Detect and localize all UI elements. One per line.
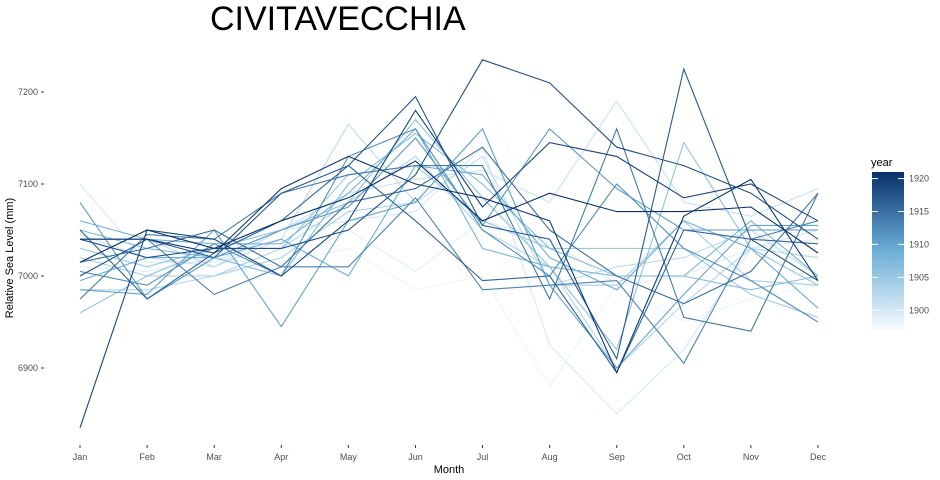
x-tick-label: Jul (477, 452, 489, 462)
x-tick-label: Mar (206, 452, 222, 462)
series-line-1898 (79, 238, 819, 388)
legend: year 1900 1905 1910 1915 1920 (871, 157, 929, 330)
legend-tick-label: 1920 (909, 174, 929, 184)
y-tick-label: 7100 (18, 179, 38, 189)
x-axis-title: Month (434, 464, 465, 476)
x-tick-label: Sep (609, 452, 625, 462)
series-line-1917 (79, 67, 819, 361)
x-tick-label: Oct (677, 452, 692, 462)
y-tick-label: 7200 (18, 87, 38, 97)
series-line-1899 (79, 220, 819, 286)
series-line-1914 (79, 127, 819, 332)
y-axis: 6900 7000 7100 7200 (18, 87, 44, 373)
legend-tick-label: 1900 (909, 305, 929, 315)
x-tick-label: May (340, 452, 358, 462)
x-tick-label: Aug (542, 452, 558, 462)
series-line-1916 (79, 164, 819, 374)
legend-tick-label: 1905 (909, 272, 929, 282)
legend-tick-label: 1910 (909, 239, 929, 249)
plot-area (79, 59, 819, 428)
series-line-1913 (80, 196, 819, 365)
legend-title: year (871, 157, 893, 169)
series-line-1902 (79, 123, 819, 286)
x-tick-label: Nov (743, 452, 760, 462)
series-line-1911 (79, 127, 818, 300)
y-tick-label: 7000 (18, 271, 38, 281)
legend-tick-label: 1915 (909, 207, 929, 217)
y-axis-title: Relative Sea Level (mm) (4, 198, 16, 318)
series-line-1915 (79, 146, 819, 305)
series-line-1905 (79, 165, 819, 318)
series-line-1921 (79, 160, 819, 263)
series-line-1908 (79, 127, 819, 277)
series-line-1919 (79, 109, 819, 428)
series-line-1901 (79, 100, 819, 268)
x-tick-label: Jan (73, 452, 88, 462)
legend-colorbar (872, 172, 904, 330)
x-tick-label: Jun (408, 452, 423, 462)
series-line-1909 (79, 165, 819, 309)
x-tick-label: Feb (139, 452, 155, 462)
x-axis: Jan Feb Mar Apr May Jun Jul Aug Sep Oct Nov Dec (73, 445, 827, 462)
series-line-1918 (79, 59, 819, 259)
y-tick-label: 6900 (18, 363, 38, 373)
x-tick-label: Dec (810, 452, 827, 462)
x-tick-label: Apr (274, 452, 288, 462)
chart-title: CIVITAVECCHIA (210, 0, 466, 38)
